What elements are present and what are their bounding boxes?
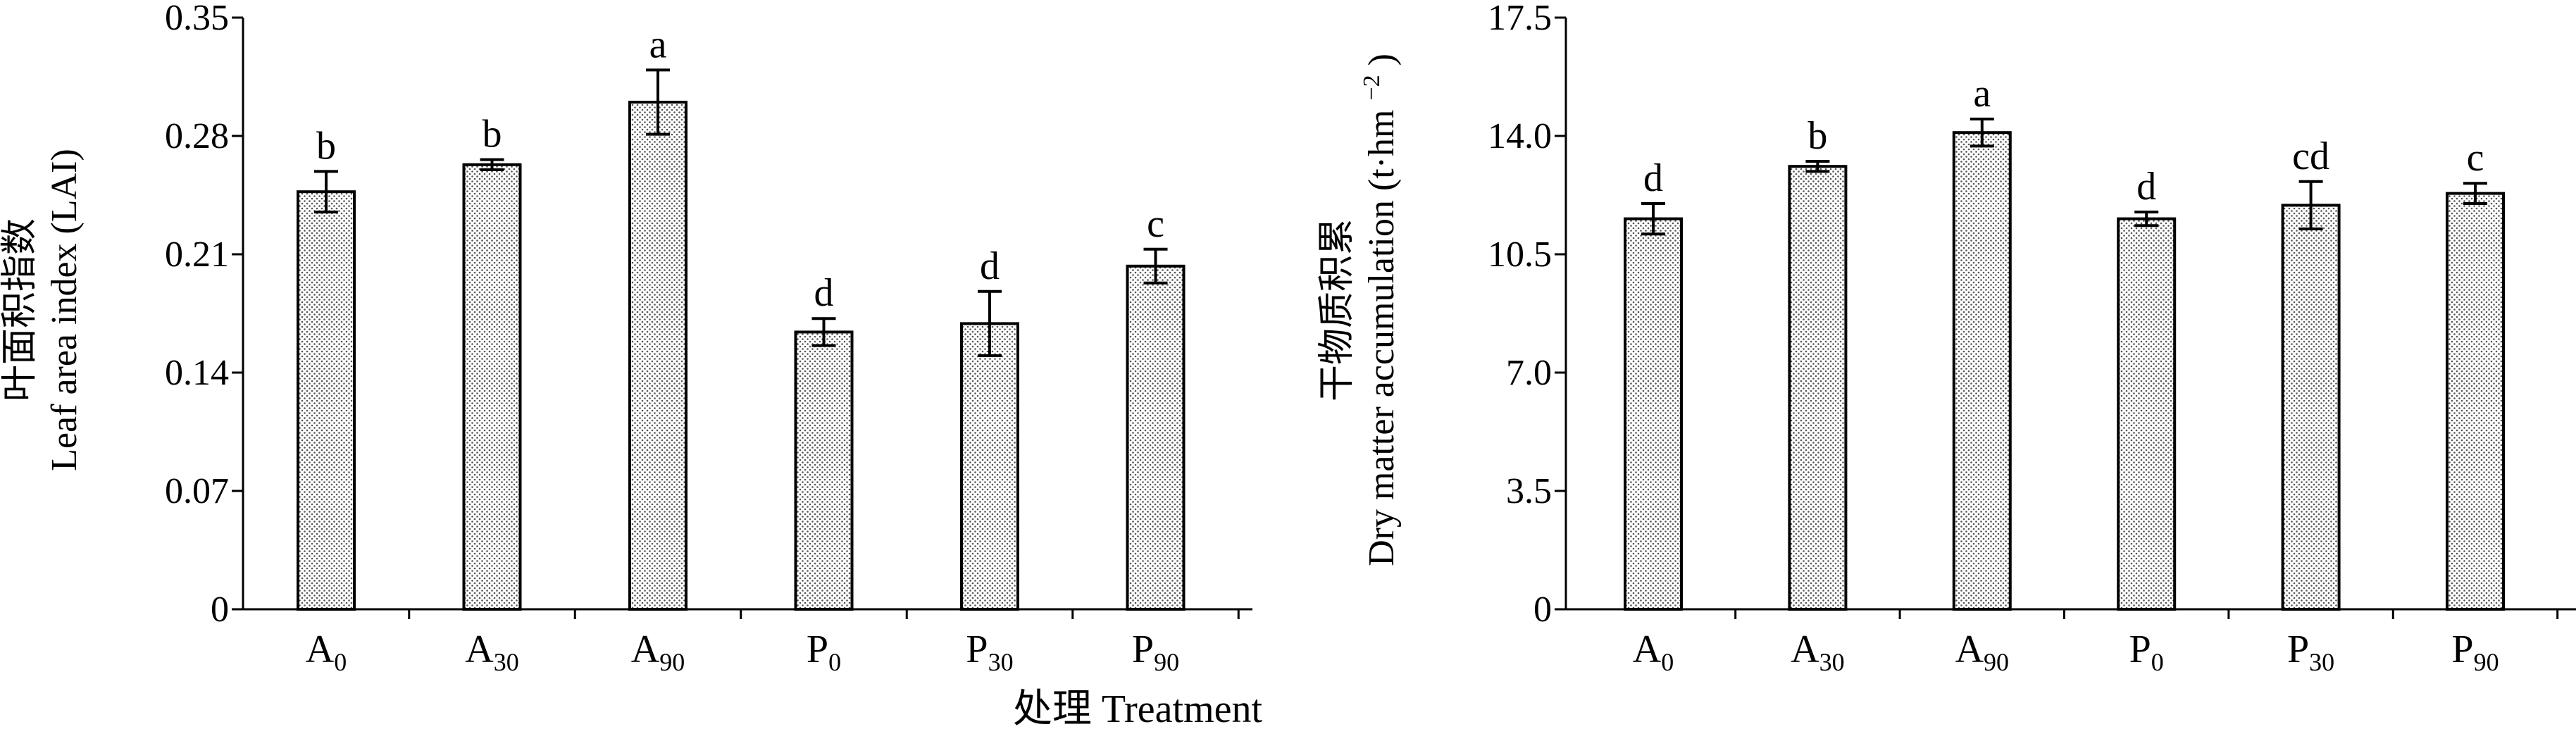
significance-letter-dm: c [2467,136,2484,180]
significance-letter-lai: c [1147,202,1164,246]
y-tick-label-dm: 17.5 [1488,0,1552,38]
y-axis-title-dm-zh: 干物质积累 [1317,218,1357,401]
error-bar-lai-p30 [978,289,1002,357]
error-bar-lai-p0 [811,317,836,347]
x-tick-label-dm: A0 [1633,628,1674,676]
significance-letter-lai: d [814,271,834,315]
significance-letter-dm: a [1973,72,1991,116]
y-tick-label-lai: 0.21 [165,235,229,275]
x-tick-label-dm: P30 [2287,628,2334,676]
bar-lai-a90 [628,101,687,611]
bar-dm-p90 [2446,192,2505,611]
y-axis-title-lai-en: Leaf area index (LAI) [44,149,85,471]
y-axis-title-dm-en: Dry matter accumulation (t·hm −2 ) [1348,54,1402,566]
y-axis-title-dry-matter: 干物质积累 Dry matter accumulation (t·hm −2 ) [1317,54,1402,566]
significance-letter-lai: b [483,113,502,156]
y-tick-label-lai: 0.28 [165,116,229,156]
y-axis-title-lai: 叶面积指数 Leaf area index (LAI) [0,149,85,471]
y-axis-title-dm-unit-post: ) [1362,54,1402,66]
chart-panel-dry-matter: 0 3.5 7.0 10.5 14.0 17.5 d A0 b A30 a A90 d P0 cd P30 c P… [1488,0,2576,676]
x-tick-label-lai: A0 [306,628,347,676]
significance-letter-lai: b [316,124,336,168]
x-tick-label-lai: P0 [807,628,841,676]
x-tick-label-lai: A30 [465,628,518,676]
error-bar-dm-p90 [2463,182,2487,205]
y-axis-title-dm-en-main: Dry matter accumulation [1362,200,1402,566]
bar-dm-a0 [1624,217,1683,611]
x-tick-label-dm: P0 [2129,628,2164,676]
y-axis-title-lai-zh: 叶面积指数 [0,218,40,401]
y-tick-label-lai: 0.07 [165,471,229,511]
y-tick-label-dm: 0 [1533,590,1552,630]
bar-dm-p0 [2117,217,2177,611]
significance-letter-dm: cd [2292,135,2329,178]
y-tick-label-dm: 3.5 [1506,471,1552,511]
error-bar-dm-p30 [2298,180,2323,230]
x-tick-label-lai: P90 [1132,628,1179,676]
x-tick-label-dm: A30 [1791,628,1844,676]
significance-letter-dm: d [1643,156,1663,200]
y-tick-label-lai: 0.14 [165,353,229,393]
x-tick-label-lai: A90 [631,628,685,676]
bar-lai-p30 [960,322,1019,611]
y-axis-title-dm-unit-pre: (t·hm [1362,110,1402,192]
significance-letter-dm: b [1807,114,1827,158]
y-axis-title-dm-unit-sup: −2 [1359,75,1385,100]
bar-dm-p30 [2281,204,2341,611]
significance-letter-dm: d [2136,165,2156,208]
error-bar-dm-p0 [2134,211,2159,228]
y-tick-label-dm: 14.0 [1488,116,1552,156]
y-tick-label-dm: 7.0 [1506,353,1552,393]
error-bar-lai-p90 [1143,247,1168,285]
x-tick-label-lai: P30 [966,628,1013,676]
bar-lai-p0 [794,330,854,611]
x-axis-title: 处理 Treatment [1013,687,1263,729]
bar-lai-a30 [462,163,522,611]
bar-lai-a0 [297,190,356,611]
significance-letter-lai: d [980,244,1000,288]
error-bar-dm-a90 [1970,118,1994,148]
error-bar-lai-a30 [480,158,504,171]
y-tick-label-lai: 0 [211,590,229,630]
error-bar-lai-a90 [646,68,670,136]
y-tick-label-dm: 10.5 [1488,235,1552,275]
bar-lai-p90 [1126,264,1186,611]
error-bar-dm-a30 [1805,160,1830,173]
x-tick-label-dm: A90 [1955,628,2009,676]
error-bar-dm-a0 [1641,202,1665,236]
error-bar-lai-a0 [314,170,338,213]
y-tick-label-lai: 0.35 [165,0,229,38]
chart-panel-lai: 0 0.07 0.14 0.21 0.28 0.35 b A0 b A30 a A90 d P0 d P30 c… [165,0,1252,676]
bar-dm-a90 [1952,131,2012,611]
significance-letter-lai: a [649,23,667,66]
x-tick-label-dm: P90 [2451,628,2499,676]
bar-dm-a30 [1788,165,1848,611]
